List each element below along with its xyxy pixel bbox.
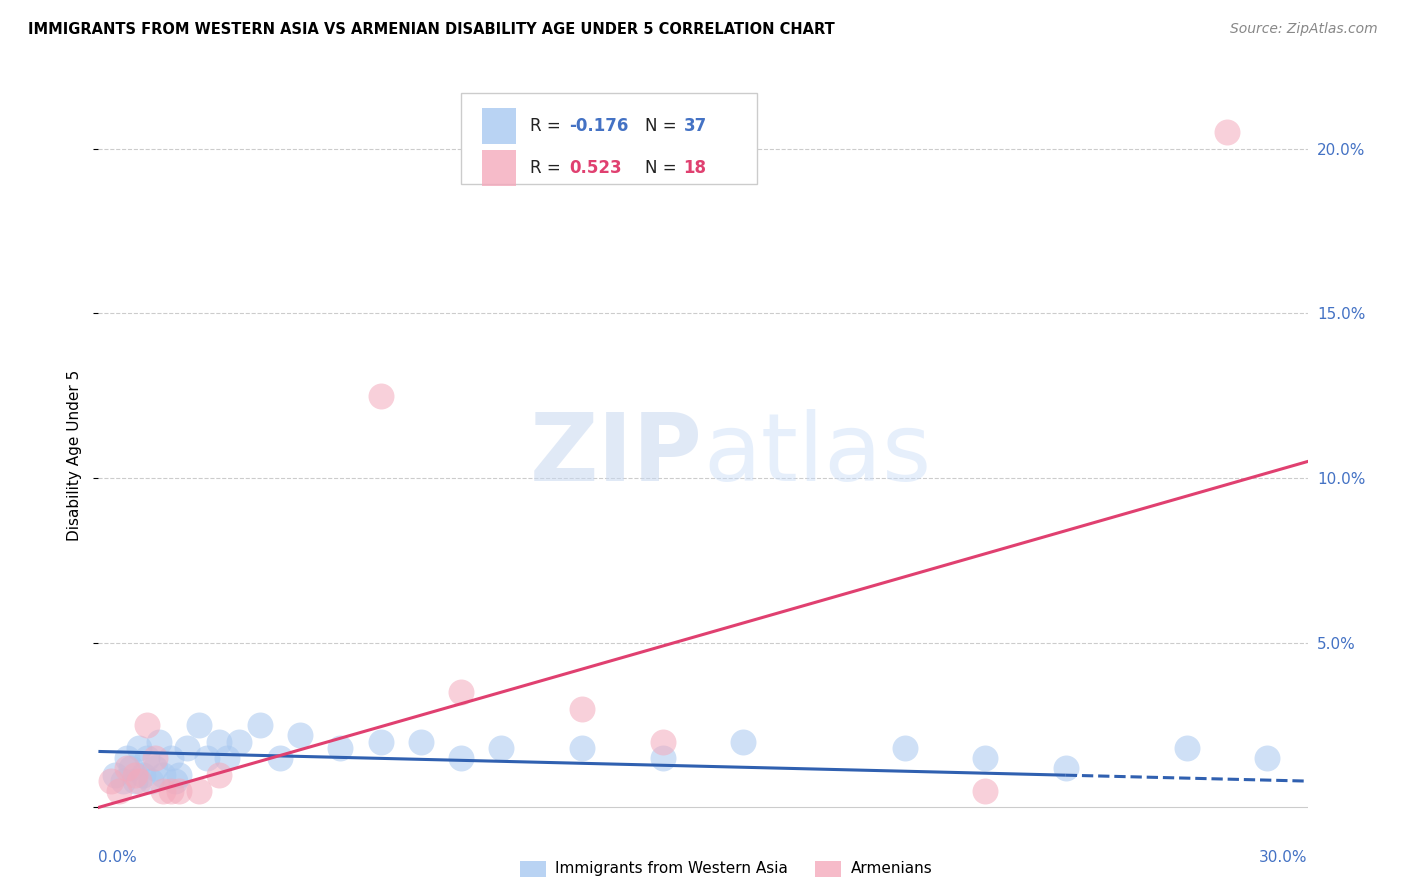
Point	[269, 751, 291, 765]
Point	[152, 767, 174, 781]
Text: Immigrants from Western Asia: Immigrants from Western Asia	[555, 862, 789, 876]
Point	[228, 734, 250, 748]
Text: N =: N =	[645, 159, 682, 177]
Text: atlas: atlas	[703, 409, 931, 501]
Point	[651, 734, 673, 748]
Text: R =: R =	[530, 159, 567, 177]
Point	[733, 734, 755, 748]
Point	[450, 751, 472, 765]
Point	[120, 761, 142, 775]
Point	[188, 784, 211, 798]
Point	[208, 767, 231, 781]
Point	[571, 701, 593, 715]
Point	[329, 741, 352, 756]
Text: 37: 37	[683, 117, 707, 135]
Point	[115, 751, 138, 765]
Text: N =: N =	[645, 117, 682, 135]
Text: 30.0%: 30.0%	[1260, 850, 1308, 865]
Point	[100, 774, 122, 789]
Point	[1256, 751, 1278, 765]
Point	[124, 774, 146, 789]
Point	[107, 784, 129, 798]
Point	[1054, 761, 1077, 775]
Point	[288, 728, 311, 742]
Point	[571, 741, 593, 756]
Text: ZIP: ZIP	[530, 409, 703, 501]
Point	[370, 734, 392, 748]
Text: 18: 18	[683, 159, 707, 177]
FancyBboxPatch shape	[482, 151, 516, 186]
Point	[195, 751, 218, 765]
Point	[135, 718, 157, 732]
Point	[217, 751, 239, 765]
Point	[160, 751, 183, 765]
FancyBboxPatch shape	[482, 109, 516, 144]
Point	[409, 734, 432, 748]
Point	[167, 767, 190, 781]
Point	[124, 767, 146, 781]
Text: 0.0%: 0.0%	[98, 850, 138, 865]
Point	[143, 751, 166, 765]
Point	[160, 784, 183, 798]
Point	[139, 774, 162, 789]
Point	[163, 774, 186, 789]
Point	[450, 685, 472, 699]
Point	[370, 389, 392, 403]
Point	[176, 741, 198, 756]
Point	[491, 741, 513, 756]
Point	[1216, 125, 1239, 139]
Point	[148, 734, 170, 748]
Text: IMMIGRANTS FROM WESTERN ASIA VS ARMENIAN DISABILITY AGE UNDER 5 CORRELATION CHAR: IMMIGRANTS FROM WESTERN ASIA VS ARMENIAN…	[28, 22, 835, 37]
Point	[103, 767, 125, 781]
Point	[111, 774, 134, 789]
Text: 0.523: 0.523	[569, 159, 621, 177]
Point	[974, 751, 997, 765]
Point	[188, 718, 211, 732]
Point	[893, 741, 915, 756]
FancyBboxPatch shape	[461, 93, 758, 185]
Point	[1175, 741, 1198, 756]
Point	[135, 751, 157, 765]
Point	[167, 784, 190, 798]
Point	[152, 784, 174, 798]
Text: R =: R =	[530, 117, 567, 135]
Point	[143, 761, 166, 775]
Text: Source: ZipAtlas.com: Source: ZipAtlas.com	[1230, 22, 1378, 37]
Point	[974, 784, 997, 798]
Point	[132, 767, 155, 781]
Point	[128, 774, 150, 789]
Point	[128, 741, 150, 756]
Y-axis label: Disability Age Under 5: Disability Age Under 5	[67, 369, 83, 541]
Text: Armenians: Armenians	[851, 862, 932, 876]
Point	[651, 751, 673, 765]
Point	[249, 718, 271, 732]
Point	[208, 734, 231, 748]
Point	[115, 761, 138, 775]
Text: -0.176: -0.176	[569, 117, 628, 135]
